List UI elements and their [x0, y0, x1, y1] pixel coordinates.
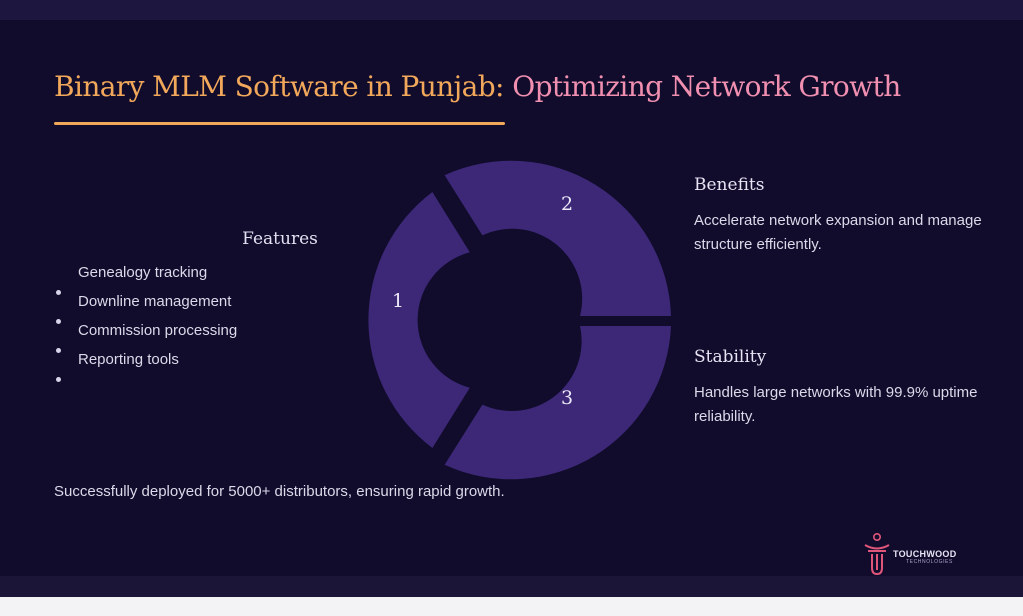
top-band — [0, 0, 1023, 20]
cycle-diagram: 1 2 3 — [368, 160, 671, 480]
benefits-heading: Benefits — [694, 175, 765, 195]
stability-block: Stability Handles large networks with 99… — [694, 347, 994, 429]
bottom-band — [0, 576, 1023, 597]
benefits-block: Benefits Accelerate network expansion an… — [694, 175, 994, 257]
cycle-segment-1 — [368, 192, 470, 448]
feature-item: Reporting tools — [78, 351, 179, 368]
cycle-segment-3 — [444, 326, 671, 480]
cycle-number-3: 3 — [561, 387, 573, 409]
stability-text: Handles large networks with 99.9% uptime… — [694, 384, 978, 425]
slide-title: Binary MLM Software in Punjab: Optimizin… — [54, 70, 901, 103]
cycle-number-1: 1 — [392, 290, 404, 312]
title-underline — [54, 122, 505, 125]
benefits-text: Accelerate network expansion and manage … — [694, 212, 982, 253]
logo-name: TOUCHWOOD — [893, 549, 957, 559]
touchwood-logo: TOUCHWOOD TECHNOLOGIES — [862, 532, 972, 578]
feature-item: Commission processing — [78, 322, 238, 339]
bullet-dot — [56, 377, 61, 382]
slide: Binary MLM Software in Punjab: Optimizin… — [0, 0, 1023, 597]
footer-note: Successfully deployed for 5000+ distribu… — [54, 483, 505, 500]
feature-item: Genealogy tracking — [78, 264, 208, 281]
logo-subtitle: TECHNOLOGIES — [906, 559, 953, 565]
bullet-dot — [56, 319, 61, 324]
features-heading: Features — [242, 229, 318, 249]
title-part-1: Binary MLM Software in Punjab: — [54, 70, 505, 103]
title-part-2: Optimizing Network Growth — [512, 70, 901, 103]
feature-list: Genealogy tracking Downline management C… — [78, 263, 237, 379]
cycle-segment-2 — [444, 160, 671, 316]
cycle-number-2: 2 — [561, 193, 573, 215]
stability-heading: Stability — [694, 347, 767, 367]
feature-item: Downline management — [78, 293, 232, 310]
bullet-dot — [56, 290, 61, 295]
touchwood-logo-icon — [864, 532, 890, 576]
bullet-dot — [56, 348, 61, 353]
feature-bullets — [56, 290, 61, 406]
